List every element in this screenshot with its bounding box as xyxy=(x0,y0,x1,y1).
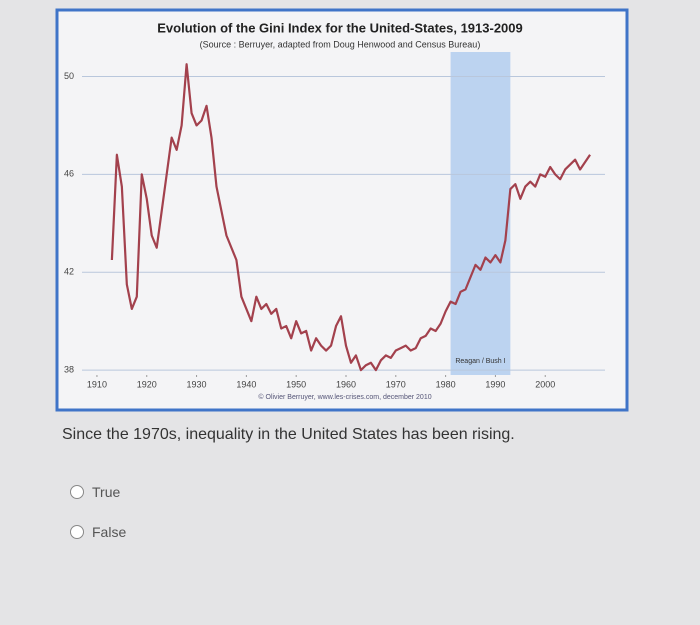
radio[interactable] xyxy=(70,525,84,539)
x-tick-label: 1970 xyxy=(386,379,406,389)
option-label: True xyxy=(92,484,121,500)
chart: Evolution of the Gini Index for the Unit… xyxy=(55,8,629,412)
x-tick-label: 1910 xyxy=(87,379,107,389)
shaded-label: Reagan / Bush I xyxy=(455,358,505,365)
y-tick-label: 38 xyxy=(64,364,74,374)
credit: © Olivier Berruyer, www.les-crises.com, … xyxy=(258,393,431,401)
data-line xyxy=(110,63,591,372)
option[interactable]: True xyxy=(70,484,120,500)
question: Since the 1970s, inequality in the Unite… xyxy=(62,426,515,443)
shaded-region xyxy=(450,52,511,375)
y-tick-label: 46 xyxy=(64,169,74,179)
radio[interactable] xyxy=(70,485,84,499)
y-tick-label: 42 xyxy=(64,267,74,277)
option[interactable]: False xyxy=(70,524,126,540)
x-tick-label: 2000 xyxy=(535,379,555,389)
x-tick-label: 1990 xyxy=(485,379,505,389)
chart-frame xyxy=(55,8,629,412)
option-label: False xyxy=(92,524,127,540)
x-tick-label: 1960 xyxy=(336,379,356,389)
chart-subtitle: (Source : Berruyer, adapted from Doug He… xyxy=(200,39,481,49)
x-tick-label: 1920 xyxy=(137,379,157,389)
x-tick-label: 1930 xyxy=(187,379,207,389)
x-tick-label: 1940 xyxy=(236,379,256,389)
x-tick-label: 1950 xyxy=(286,379,306,389)
chart-title: Evolution of the Gini Index for the Unit… xyxy=(157,20,523,35)
y-tick-label: 50 xyxy=(64,71,74,81)
x-tick-label: 1980 xyxy=(436,379,456,389)
